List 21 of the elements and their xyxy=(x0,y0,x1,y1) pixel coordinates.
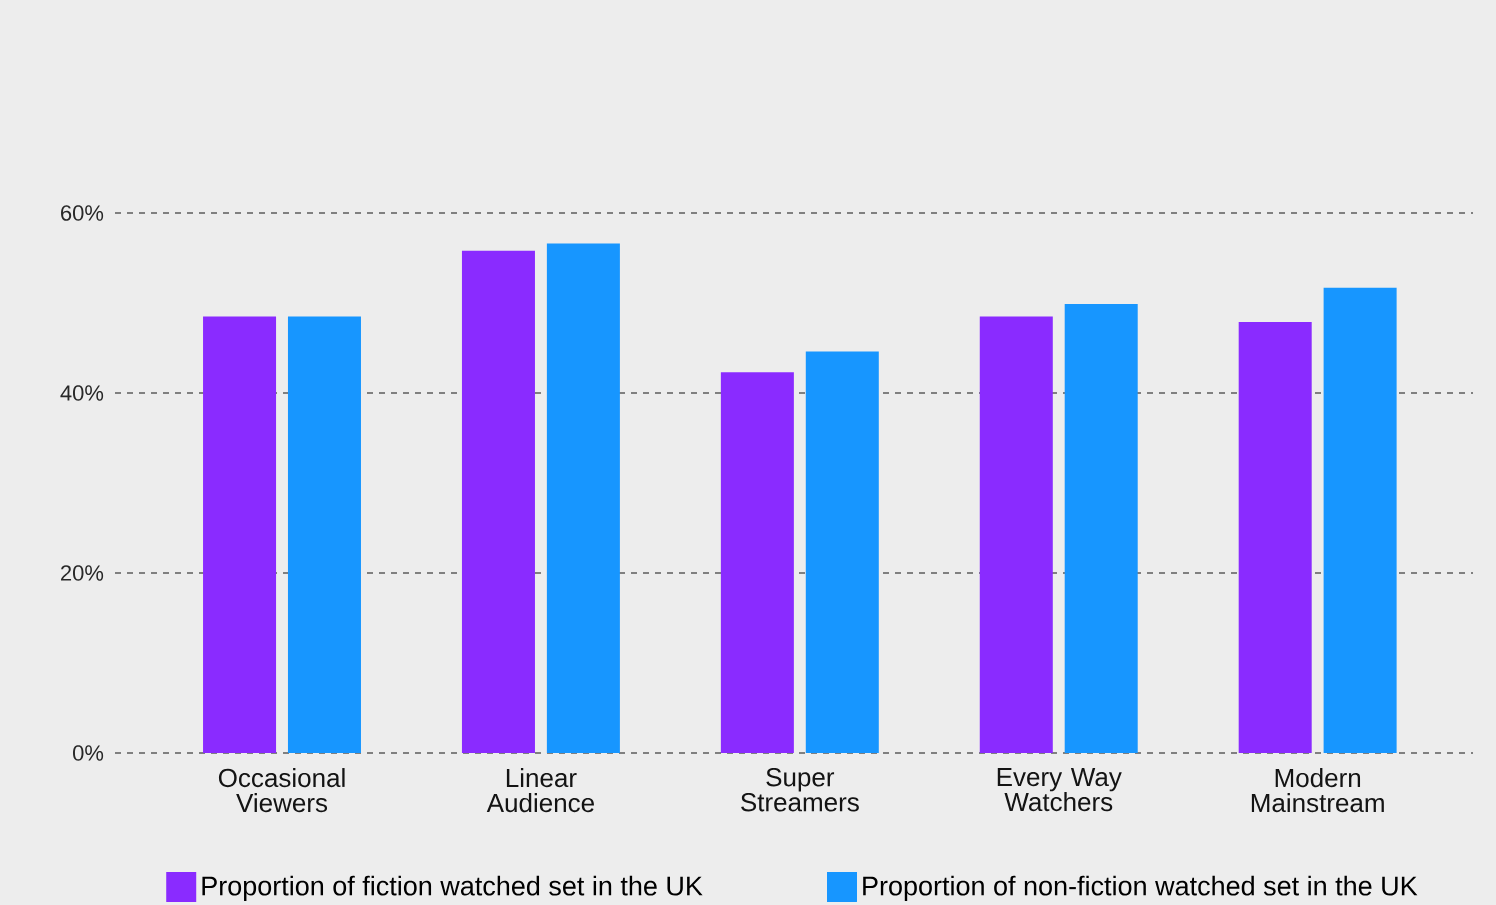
legend-label: Proportion of non-fiction watched set in the UK xyxy=(863,875,1418,901)
bar xyxy=(287,316,361,753)
x-tick-label: Super Streamers xyxy=(741,768,859,812)
bar xyxy=(546,243,620,753)
y-tick-label: 0% xyxy=(72,745,104,761)
bar xyxy=(720,372,794,753)
bar xyxy=(203,316,277,753)
bar xyxy=(979,316,1053,753)
y-tick-label: 40% xyxy=(60,385,104,401)
bar xyxy=(805,351,879,753)
x-tick-label: Modern Mainstream xyxy=(1251,768,1384,813)
bar xyxy=(461,250,535,753)
y-tick-label: 60% xyxy=(61,205,104,221)
legend-label: Proportion of fiction watched set in the UK xyxy=(202,875,703,901)
x-tick-label: Linear Audience xyxy=(486,768,594,813)
bar xyxy=(1238,321,1312,753)
bar xyxy=(1323,287,1397,753)
y-tick-label: 20% xyxy=(61,565,104,581)
x-tick-label: Every Way Watchers xyxy=(997,768,1122,812)
bar xyxy=(1064,303,1138,753)
x-tick-label: Occasional Viewers xyxy=(218,768,345,813)
